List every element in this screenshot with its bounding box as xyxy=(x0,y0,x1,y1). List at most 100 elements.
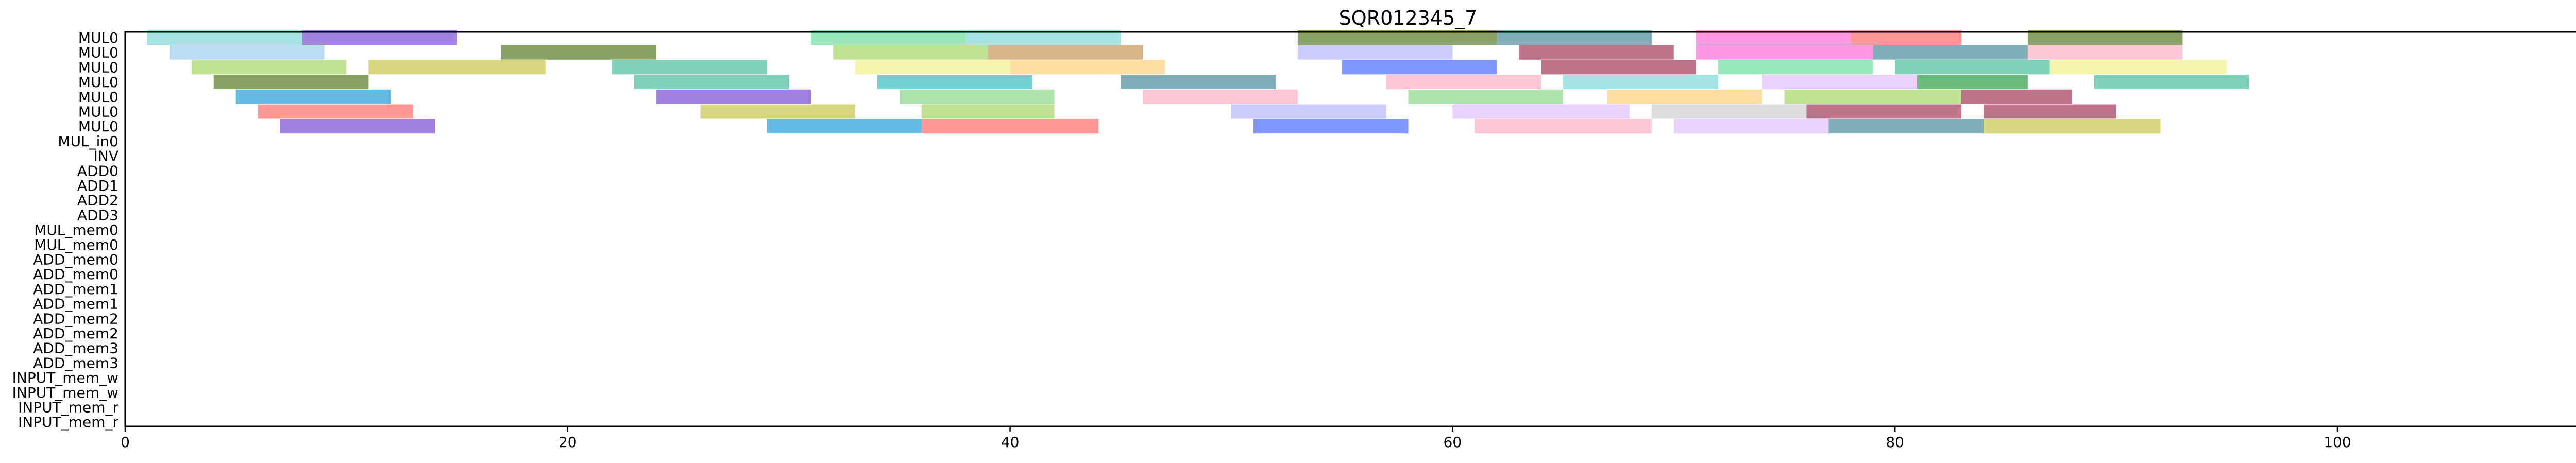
task-bar xyxy=(700,104,856,119)
task-bar xyxy=(1386,75,1541,90)
task-bar xyxy=(1408,89,1564,104)
task-bar xyxy=(1253,119,1409,134)
lane-label: ADD_mem0 xyxy=(33,251,118,268)
lane-label: INV xyxy=(94,148,118,165)
x-tick-label: 40 xyxy=(1001,434,1020,451)
task-bar xyxy=(280,119,435,134)
x-tick-label: 20 xyxy=(558,434,577,451)
x-tick-label: 100 xyxy=(2324,434,2351,451)
task-bar xyxy=(2027,45,2183,60)
task-bar xyxy=(1452,104,1630,119)
task-bar xyxy=(965,30,1121,45)
task-bar xyxy=(1651,104,1807,119)
lane-label: MUL0 xyxy=(78,89,118,106)
task-bar xyxy=(921,119,1099,134)
task-bar xyxy=(634,75,789,90)
lane-label: MUL_mem0 xyxy=(34,236,118,253)
task-bar xyxy=(1297,30,1497,45)
lane-label: MUL0 xyxy=(78,118,118,135)
task-bar xyxy=(2094,75,2249,90)
lane-label: ADD_mem2 xyxy=(33,325,118,342)
x-tick-label: 60 xyxy=(1444,434,1462,451)
lane-label: ADD_mem3 xyxy=(33,354,118,371)
task-bar xyxy=(1828,119,1984,134)
lane-label: MUL0 xyxy=(78,44,118,61)
plot-frame xyxy=(124,31,2576,427)
task-bar xyxy=(1497,30,1652,45)
lane-label: ADD_mem2 xyxy=(33,310,118,327)
task-bar xyxy=(877,75,1032,90)
lane-label: ADD0 xyxy=(77,162,118,179)
task-bar xyxy=(1121,75,1276,90)
task-bar xyxy=(811,30,966,45)
lane-label: INPUT_mem_r xyxy=(18,414,118,431)
task-bar xyxy=(1718,60,1873,75)
task-bar xyxy=(1983,119,2161,134)
lane-label: ADD1 xyxy=(77,177,118,194)
task-bar xyxy=(855,60,1010,75)
task-bar xyxy=(1607,89,1762,104)
task-bar xyxy=(169,45,325,60)
task-bar xyxy=(1873,45,2028,60)
task-bar xyxy=(1983,104,2116,119)
x-axis-ticks: 0 20 40 60 80 100 xyxy=(121,426,2351,451)
lane-label: INPUT_mem_w xyxy=(12,384,118,401)
lane-label: ADD_mem0 xyxy=(33,266,118,283)
task-bar xyxy=(368,60,546,75)
x-tick-label: 80 xyxy=(1886,434,1904,451)
lane-label: MUL0 xyxy=(78,59,118,76)
task-bar xyxy=(1696,45,1873,60)
lane-label: ADD_mem1 xyxy=(33,296,118,313)
task-bar xyxy=(1231,104,1386,119)
task-bar xyxy=(899,89,1055,104)
task-bar xyxy=(302,30,457,45)
lane-label: MUL0 xyxy=(78,104,118,121)
task-bar xyxy=(235,89,391,104)
lane-label: ADD_mem3 xyxy=(33,340,118,357)
task-bar xyxy=(191,60,347,75)
task-bar xyxy=(1851,30,1961,45)
task-bar xyxy=(1673,119,1829,134)
task-bar xyxy=(147,30,302,45)
task-bar xyxy=(1519,45,1674,60)
task-bar xyxy=(213,75,369,90)
task-bar xyxy=(833,45,988,60)
task-bar xyxy=(921,104,1055,119)
lane-label: ADD2 xyxy=(77,192,118,209)
lane-label: MUL_mem0 xyxy=(34,221,118,238)
lane-label: MUL0 xyxy=(78,74,118,91)
task-bar xyxy=(501,45,656,60)
task-bar xyxy=(1297,45,1453,60)
chart-title: SQR012345_7 xyxy=(1339,7,1478,29)
lane-label: INPUT_mem_w xyxy=(12,369,118,386)
task-bar xyxy=(2049,60,2227,75)
task-bar xyxy=(612,60,767,75)
lane-label: INPUT_mem_r xyxy=(18,399,118,416)
task-bar xyxy=(988,45,1143,60)
task-bar xyxy=(1696,30,1851,45)
task-bar xyxy=(1541,60,1696,75)
task-bar xyxy=(2027,30,2183,45)
task-bar xyxy=(656,89,811,104)
task-bar xyxy=(1806,104,1961,119)
task-bar xyxy=(1784,89,1961,104)
task-bar xyxy=(1010,60,1165,75)
task-bar xyxy=(1342,60,1497,75)
lane-label: MUL_in0 xyxy=(58,133,118,150)
task-bar xyxy=(1762,75,1918,90)
task-bar xyxy=(767,119,922,134)
lane-labels: MUL0MUL0MUL0MUL0MUL0MUL0MUL0MUL_in0INVAD… xyxy=(12,29,119,431)
lane-label: ADD3 xyxy=(77,207,118,224)
task-bar xyxy=(1895,60,2050,75)
task-bar xyxy=(258,104,413,119)
task-bar xyxy=(1961,89,2072,104)
task-bar xyxy=(1143,89,1298,104)
bars-layer xyxy=(147,30,2249,134)
lane-label: ADD_mem1 xyxy=(33,281,118,298)
task-bar xyxy=(1475,119,1652,134)
task-bar xyxy=(1917,75,2028,90)
lane-label: MUL0 xyxy=(78,29,118,46)
task-bar xyxy=(1563,75,1718,90)
x-tick-label: 0 xyxy=(121,434,130,451)
